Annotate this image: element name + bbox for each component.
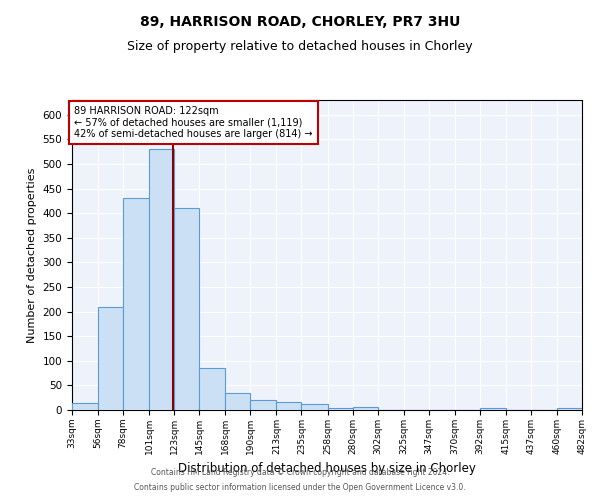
Bar bbox=[301, 404, 328, 410]
Text: Size of property relative to detached houses in Chorley: Size of property relative to detached ho… bbox=[127, 40, 473, 53]
Bar bbox=[226, 393, 250, 410]
Bar bbox=[199, 368, 226, 410]
Bar bbox=[149, 149, 174, 410]
Bar bbox=[328, 408, 353, 410]
Bar bbox=[557, 408, 582, 410]
Text: 89 HARRISON ROAD: 122sqm
← 57% of detached houses are smaller (1,119)
42% of sem: 89 HARRISON ROAD: 122sqm ← 57% of detach… bbox=[74, 106, 313, 139]
Bar bbox=[98, 306, 123, 410]
Bar bbox=[277, 402, 301, 410]
Bar bbox=[174, 208, 199, 410]
Text: 89, HARRISON ROAD, CHORLEY, PR7 3HU: 89, HARRISON ROAD, CHORLEY, PR7 3HU bbox=[140, 15, 460, 29]
Y-axis label: Number of detached properties: Number of detached properties bbox=[27, 168, 37, 342]
Text: Contains public sector information licensed under the Open Government Licence v3: Contains public sector information licen… bbox=[134, 483, 466, 492]
Bar bbox=[480, 408, 506, 410]
Text: Contains HM Land Registry data © Crown copyright and database right 2024.: Contains HM Land Registry data © Crown c… bbox=[151, 468, 449, 477]
Bar bbox=[123, 198, 149, 410]
X-axis label: Distribution of detached houses by size in Chorley: Distribution of detached houses by size … bbox=[178, 462, 476, 475]
Bar bbox=[72, 402, 98, 410]
Bar bbox=[353, 406, 377, 410]
Bar bbox=[250, 400, 277, 410]
